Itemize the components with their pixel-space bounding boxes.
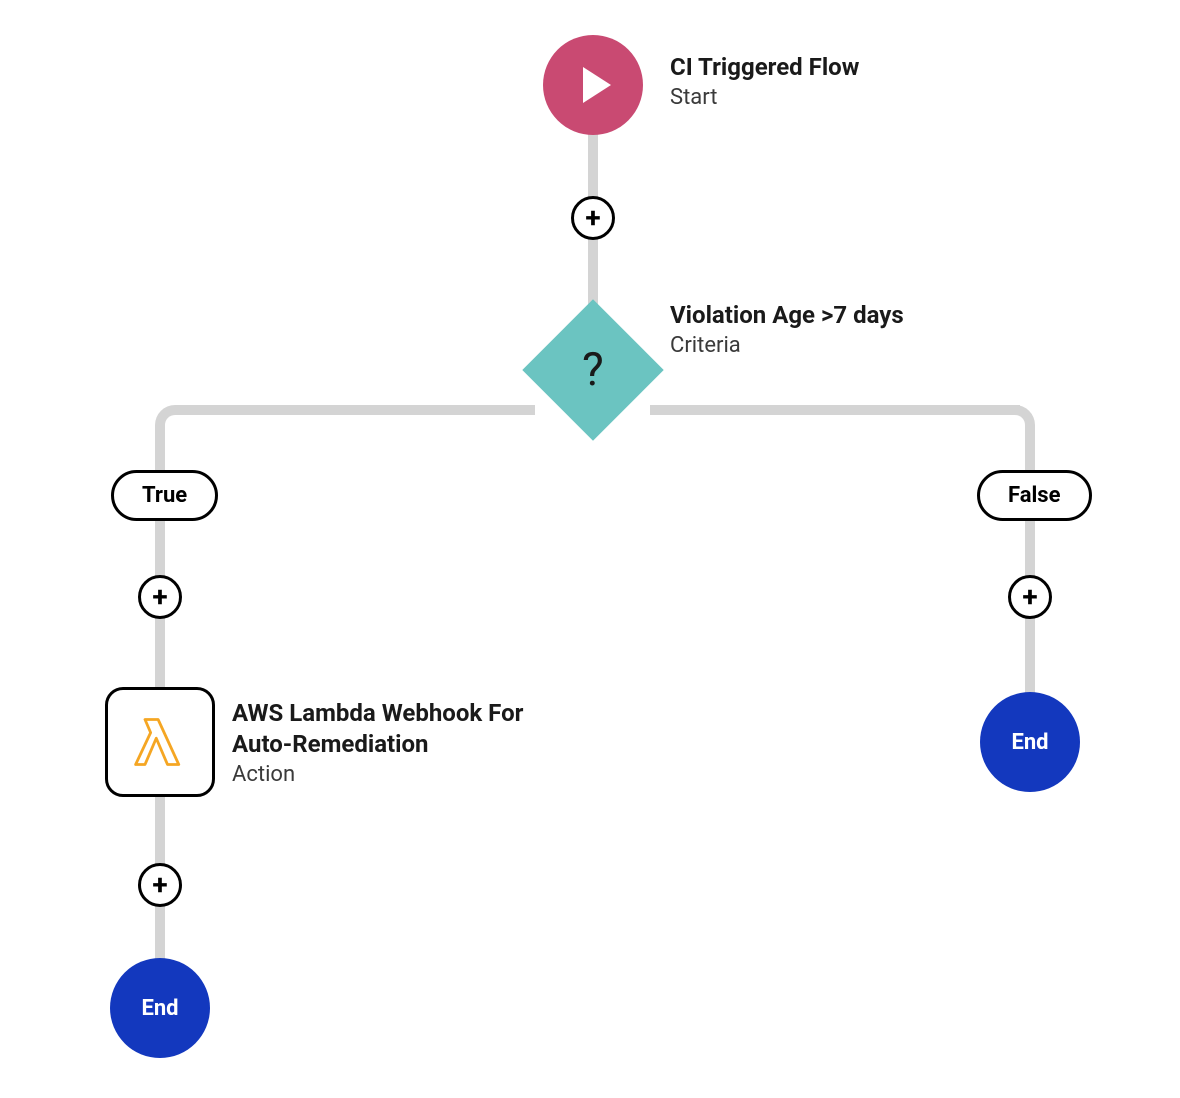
action-title: AWS Lambda Webhook For Auto-Remediation: [232, 698, 552, 760]
criteria-title: Violation Age >7 days: [670, 300, 904, 331]
branch-true-label: True: [111, 470, 218, 521]
add-step-false-branch[interactable]: +: [1008, 575, 1052, 619]
branch-false-label: False: [977, 470, 1092, 521]
add-step-after-start[interactable]: +: [571, 196, 615, 240]
add-step-after-action[interactable]: +: [138, 863, 182, 907]
add-step-true-branch[interactable]: +: [138, 575, 182, 619]
edge-corner-right: [1005, 405, 1035, 435]
start-title: CI Triggered Flow: [670, 52, 859, 83]
end-node-true[interactable]: End: [110, 958, 210, 1058]
edge-criteria-right: [650, 405, 1020, 415]
start-label: CI Triggered Flow Start: [670, 52, 859, 110]
question-icon: ?: [582, 343, 604, 397]
criteria-subtitle: Criteria: [670, 333, 904, 358]
start-subtitle: Start: [670, 85, 859, 110]
edge-criteria-left: [175, 405, 535, 415]
flowchart-canvas: CI Triggered Flow Start + ? Violation Ag…: [0, 0, 1180, 1098]
play-icon: [583, 67, 611, 103]
end-node-false[interactable]: End: [980, 692, 1080, 792]
action-subtitle: Action: [232, 762, 552, 787]
end-true-text: End: [141, 996, 178, 1021]
criteria-label: Violation Age >7 days Criteria: [670, 300, 904, 358]
action-node[interactable]: [105, 687, 215, 797]
end-false-text: End: [1011, 730, 1048, 755]
aws-lambda-icon: [130, 712, 190, 772]
criteria-node[interactable]: ?: [522, 299, 663, 440]
edge-corner-left: [155, 405, 185, 435]
action-label: AWS Lambda Webhook For Auto-Remediation …: [232, 698, 552, 787]
edge-false-down: [1025, 428, 1035, 698]
start-node[interactable]: [543, 35, 643, 135]
